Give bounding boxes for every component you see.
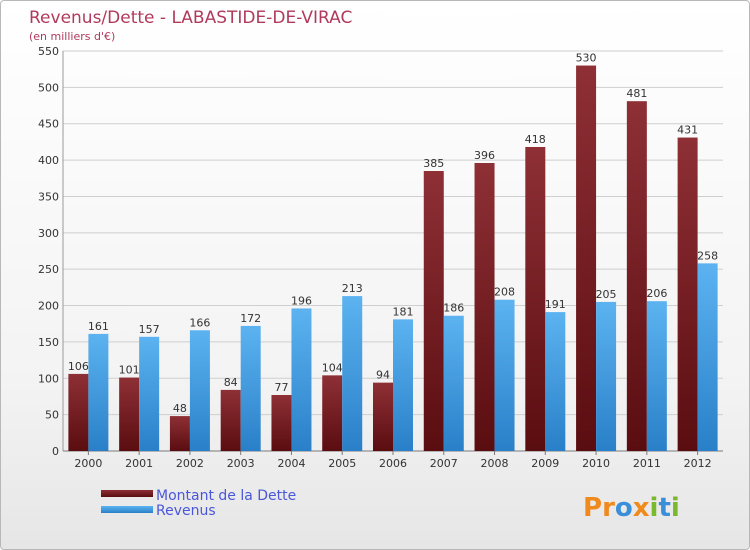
chart-subtitle: (en milliers d'€) — [29, 30, 115, 43]
x-tick-label: 2001 — [125, 457, 153, 470]
bar-revenus — [545, 312, 566, 451]
y-tick-label: 300 — [38, 227, 59, 240]
logo-letter: t — [658, 493, 670, 523]
value-label-dette: 530 — [576, 52, 597, 65]
value-label-dette: 106 — [68, 360, 89, 373]
x-tick-label: 2010 — [582, 457, 610, 470]
bar-dette — [220, 389, 241, 451]
bar-revenus — [697, 263, 718, 451]
x-tick-label: 2012 — [684, 457, 712, 470]
bar-dette — [576, 65, 597, 451]
proxiti-logo: Proxiti — [583, 493, 680, 523]
value-label-revenus: 196 — [291, 294, 312, 307]
bar-dette — [677, 137, 698, 451]
y-tick-label: 250 — [38, 263, 59, 276]
x-axis-ticks: 2000 2001 2002 2003 2004 2005 2006 2007 2008 2009… — [74, 451, 712, 470]
x-tick-label: 2005 — [328, 457, 356, 470]
x-tick-label: 2009 — [531, 457, 559, 470]
bars: 106 161 101 157 48 166 84 172 77 196 104 213 94 181 38… — [68, 52, 718, 451]
bar-dette — [271, 395, 292, 451]
value-label-revenus: 172 — [240, 312, 261, 325]
value-label-revenus: 213 — [342, 282, 363, 295]
value-label-dette: 104 — [322, 361, 343, 374]
x-tick-label: 2007 — [430, 457, 458, 470]
x-tick-label: 2011 — [633, 457, 661, 470]
logo-letter: r — [602, 493, 615, 523]
y-tick-label: 0 — [52, 445, 59, 458]
legend: Montant de la Dette Revenus — [101, 488, 296, 519]
bar-revenus — [494, 299, 515, 451]
logo-letter: i — [671, 493, 680, 523]
value-label-dette: 84 — [224, 376, 238, 389]
value-label-revenus: 181 — [393, 305, 414, 318]
value-label-dette: 385 — [423, 157, 444, 170]
bar-revenus — [443, 315, 464, 451]
y-tick-label: 150 — [38, 336, 59, 349]
y-tick-label: 500 — [38, 81, 59, 94]
y-tick-label: 100 — [38, 372, 59, 385]
value-label-revenus: 186 — [443, 302, 464, 315]
bar-dette — [119, 377, 140, 451]
bar-revenus — [189, 330, 210, 451]
value-label-revenus: 258 — [697, 249, 718, 262]
chart-title: Revenus/Dette - LABASTIDE-DE-VIRAC — [29, 8, 352, 28]
logo-letter: P — [583, 493, 602, 523]
y-tick-label: 400 — [38, 154, 59, 167]
bar-dette — [525, 147, 546, 451]
legend-label-debt: Montant de la Dette — [156, 488, 296, 504]
legend-label-revenus: Revenus — [156, 503, 216, 519]
logo-letter: i — [650, 493, 659, 523]
bar-revenus — [139, 336, 160, 451]
bar-revenus — [393, 319, 413, 451]
logo-letter: o — [615, 493, 633, 523]
y-axis-ticks: 0 50 100 150 200 250 300 350 400 450 500 550 — [38, 45, 59, 458]
value-label-dette: 48 — [173, 402, 187, 415]
bar-revenus — [240, 325, 261, 451]
x-tick-label: 2004 — [277, 457, 305, 470]
value-label-dette: 431 — [677, 124, 698, 137]
bar-revenus — [646, 301, 667, 451]
value-label-revenus: 208 — [494, 286, 515, 299]
bar-dette — [423, 171, 444, 451]
legend-swatch-debt — [101, 490, 153, 497]
logo-letter: x — [633, 493, 650, 523]
bar-dette — [169, 416, 190, 451]
y-tick-label: 200 — [38, 300, 59, 313]
y-tick-label: 450 — [38, 118, 59, 131]
legend-swatch-revenus — [101, 506, 153, 513]
bar-revenus — [88, 333, 109, 451]
logo-text: Proxiti — [583, 493, 680, 523]
value-label-revenus: 206 — [646, 287, 667, 300]
value-label-revenus: 161 — [88, 320, 109, 333]
value-label-revenus: 166 — [189, 316, 210, 329]
bar-revenus — [291, 308, 312, 451]
value-label-dette: 481 — [626, 87, 647, 100]
x-tick-label: 2006 — [379, 457, 407, 470]
y-tick-label: 50 — [45, 409, 59, 422]
bar-revenus — [596, 301, 617, 451]
x-tick-label: 2000 — [74, 457, 102, 470]
y-tick-label: 350 — [38, 190, 59, 203]
x-tick-label: 2002 — [176, 457, 204, 470]
bar-revenus — [342, 296, 363, 451]
bar-dette — [474, 163, 495, 451]
value-label-dette: 77 — [274, 381, 288, 394]
bar-dette — [373, 382, 393, 451]
bar-dette — [68, 373, 89, 451]
value-label-revenus: 205 — [596, 288, 617, 301]
value-label-dette: 418 — [525, 133, 546, 146]
value-label-dette: 94 — [376, 369, 390, 382]
y-tick-label: 550 — [38, 45, 59, 58]
value-label-dette: 396 — [474, 149, 495, 162]
bar-dette — [322, 375, 343, 451]
value-label-dette: 101 — [119, 364, 140, 377]
value-label-revenus: 191 — [545, 298, 566, 311]
bar-dette — [626, 101, 647, 451]
x-tick-label: 2003 — [227, 457, 255, 470]
value-label-revenus: 157 — [139, 323, 160, 336]
x-tick-label: 2008 — [481, 457, 509, 470]
